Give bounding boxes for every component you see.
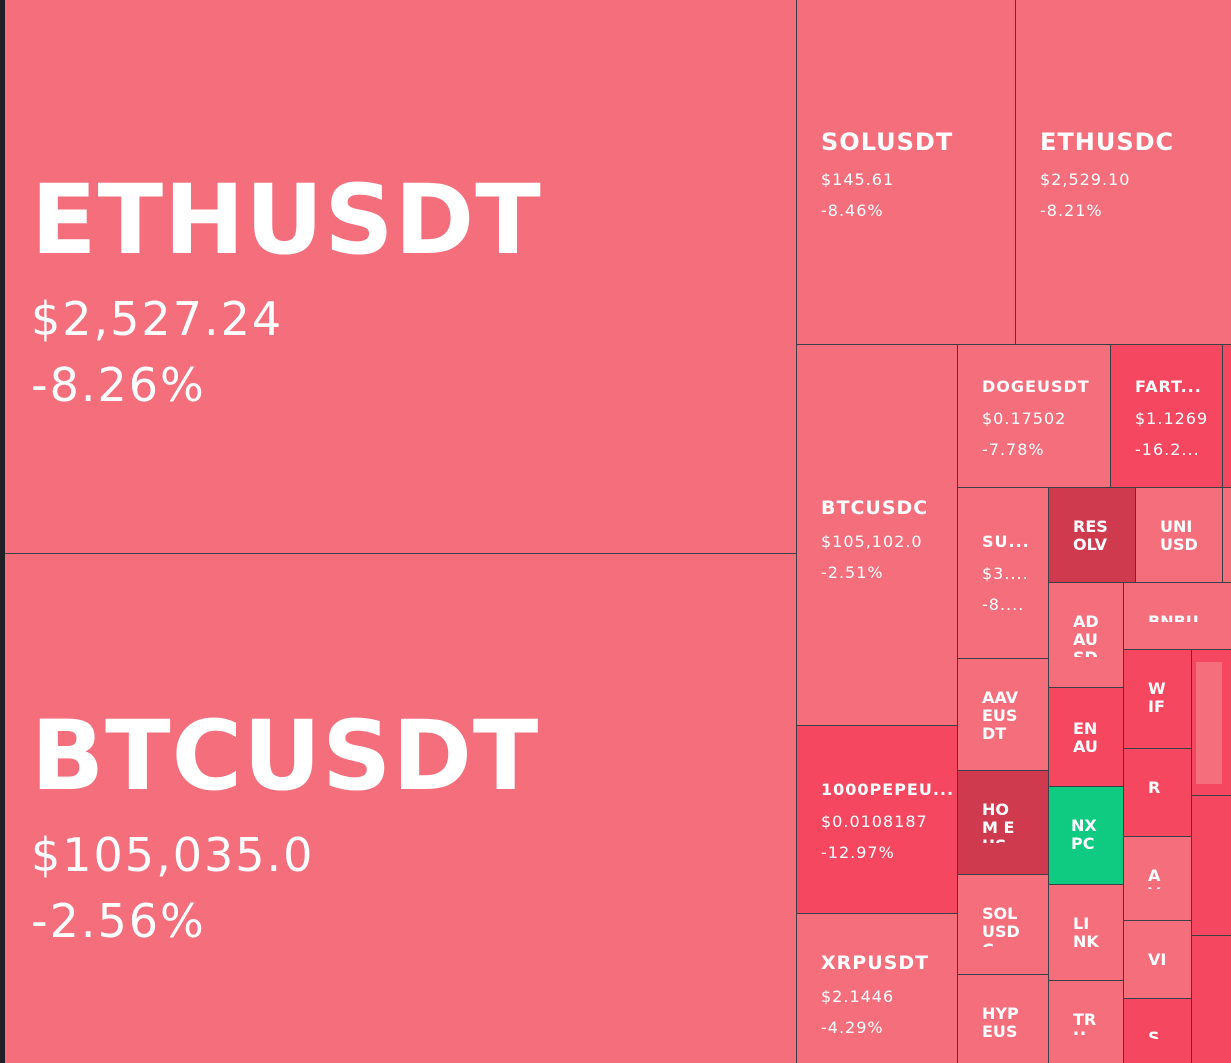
tile-symbol: ETHUSDT: [31, 164, 542, 276]
tile-symbol: BNBU: [1148, 613, 1231, 622]
tile-bnbusd[interactable]: BNBU: [1124, 583, 1231, 650]
tile-price: $2.1446: [821, 987, 895, 1006]
tile-symbol: SOL USD C: [982, 905, 1020, 947]
tile-price: $2,527.24: [31, 292, 284, 346]
tile-symbol: AD AU SD: [1073, 613, 1099, 657]
tile-symbol: SU...: [982, 532, 1030, 551]
tile-resolv[interactable]: RES OLV: [1049, 488, 1136, 583]
tile-tru[interactable]: TR U: [1049, 981, 1124, 1063]
tile-wif[interactable]: W IF: [1124, 650, 1192, 749]
tile-symbol: LI NK: [1073, 914, 1099, 951]
left-edge-bar: [0, 0, 5, 1063]
tile-right-column-1[interactable]: [1192, 650, 1231, 796]
tile-symbol: UNI USD: [1160, 517, 1198, 554]
tile-link[interactable]: LI NK: [1049, 885, 1124, 981]
tile-xrpusdt[interactable]: XRPUSDT $2.1446 -4.29%: [797, 914, 958, 1063]
tile-suiusdt[interactable]: SU... $3.... -8....: [958, 488, 1049, 659]
tile-change: -7.78%: [982, 440, 1045, 459]
tile-price: $0.17502: [982, 409, 1067, 428]
tile-nxpc[interactable]: NX PC: [1049, 787, 1124, 885]
tile-change: -8.21%: [1040, 201, 1103, 220]
tile-price: $3....: [982, 564, 1029, 583]
tile-adausd[interactable]: AD AU SD: [1049, 583, 1124, 688]
tile-btcusdt[interactable]: BTCUSDT $105,035.0 -2.56%: [5, 554, 797, 1063]
tile-s[interactable]: S: [1124, 999, 1192, 1063]
tile-change: -2.56%: [31, 894, 206, 948]
tile-symbol: XRPUSDT: [821, 952, 930, 974]
tile-right-edge-1[interactable]: [1223, 345, 1231, 488]
tile-symbol: HOM EUS DT: [982, 801, 1015, 843]
tile-ethusdt[interactable]: ETHUSDT $2,527.24 -8.26%: [5, 0, 797, 554]
tile-price: $0.0108187: [821, 812, 928, 831]
tile-symbol: S: [1148, 1029, 1160, 1039]
tile-symbol: BTCUSDC: [821, 497, 929, 519]
tile-fartcoin[interactable]: FART... $1.1269 -16.2...: [1111, 345, 1223, 488]
tile-btcusdc[interactable]: BTCUSDC $105,102.0 -2.51%: [797, 345, 958, 726]
tile-change: -2.51%: [821, 563, 884, 582]
tile-symbol: VI: [1148, 950, 1167, 969]
tile-symbol: EN AU: [1073, 719, 1098, 756]
tile-symbol: DOGEUSDT: [982, 377, 1090, 396]
tile-symbol: FART...: [1135, 377, 1202, 396]
tile-right-column-2[interactable]: [1192, 796, 1231, 936]
tile-change: -8....: [982, 595, 1025, 614]
tile-symbol: A V: [1148, 867, 1161, 889]
tile-enausd[interactable]: EN AU: [1049, 688, 1124, 787]
tile-symbol: AAV EUS DT: [982, 688, 1019, 743]
tile-symbol: TR U: [1073, 1011, 1097, 1035]
tile-dogeusdt[interactable]: DOGEUSDT $0.17502 -7.78%: [958, 345, 1111, 488]
tile-av[interactable]: A V: [1124, 837, 1192, 921]
tile-price: $105,035.0: [31, 828, 315, 882]
tile-right-column-3[interactable]: [1192, 936, 1231, 1063]
tile-price: $2,529.10: [1040, 170, 1131, 189]
tile-price: $145.61: [821, 170, 895, 189]
tile-change: -16.2...: [1135, 440, 1200, 459]
tile-solusdt[interactable]: SOLUSDT $145.61 -8.46%: [797, 0, 1016, 345]
tile-price: $105,102.0: [821, 532, 923, 551]
tile-change: -8.46%: [821, 201, 884, 220]
tile-solusdc[interactable]: SOL USD C: [958, 875, 1049, 975]
tile-homeusdt[interactable]: HOM EUS DT: [958, 771, 1049, 875]
tile-uniusd[interactable]: UNI USD: [1136, 488, 1223, 583]
tile-change: -4.29%: [821, 1018, 884, 1037]
tile-symbol: NX PC: [1071, 816, 1097, 853]
tile-rv[interactable]: R V: [1124, 749, 1192, 837]
tile-price: $1.1269: [1135, 409, 1209, 428]
tile-symbol: R V: [1148, 779, 1161, 799]
tile-aaveusdt[interactable]: AAV EUS DT: [958, 659, 1049, 771]
tile-hypeusdt[interactable]: HYP EUS: [958, 975, 1049, 1063]
tile-1000pepeusdt[interactable]: 1000PEPEU... $0.0108187 -12.97%: [797, 726, 958, 914]
tile-symbol: RES OLV: [1073, 517, 1108, 554]
tile-symbol: HYP EUS: [982, 1004, 1019, 1041]
tile-symbol: W IF: [1148, 679, 1166, 716]
tile-vi[interactable]: VI: [1124, 921, 1192, 999]
tile-symbol: 1000PEPEU...: [821, 780, 955, 799]
tile-symbol: BTCUSDT: [31, 700, 540, 812]
tile-change: -8.26%: [31, 358, 206, 412]
tile-right-edge-2[interactable]: [1223, 488, 1231, 583]
tile-symbol: SOLUSDT: [821, 128, 954, 156]
tile-ethusdc[interactable]: ETHUSDC $2,529.10 -8.21%: [1016, 0, 1231, 345]
tile-symbol: ETHUSDC: [1040, 128, 1175, 156]
tile-change: -12.97%: [821, 843, 895, 862]
inner-tile[interactable]: [1196, 662, 1222, 784]
